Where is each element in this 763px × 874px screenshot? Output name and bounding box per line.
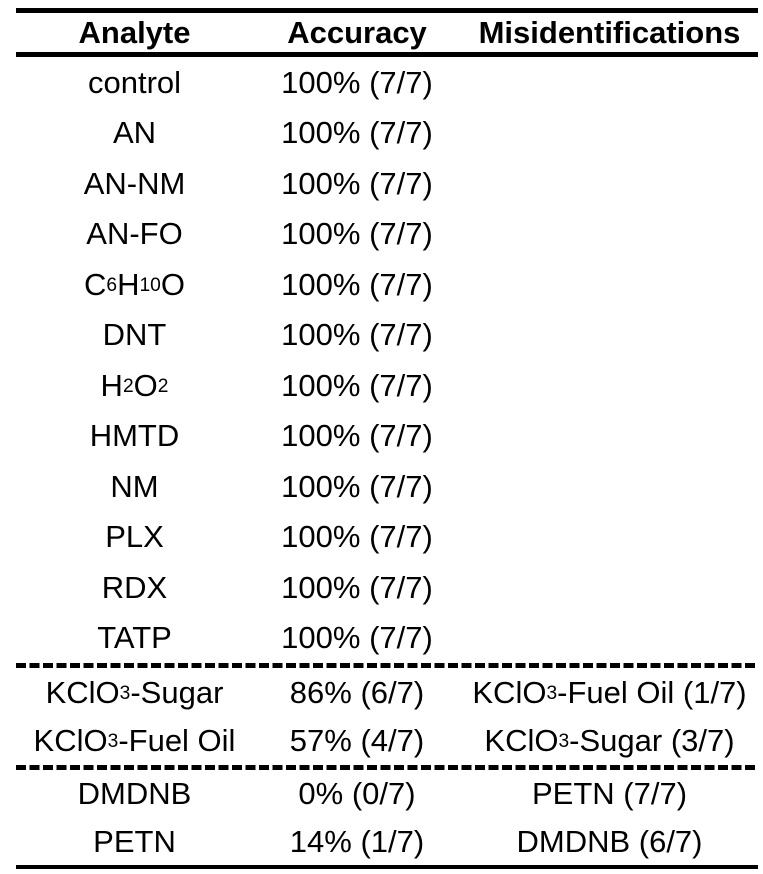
analyte-cell: NM xyxy=(110,468,159,504)
analyte-cell: KClO 3 -Sugar xyxy=(45,674,224,710)
misidentifications-cell xyxy=(461,259,758,310)
table-row: DNT 100% (7/7) xyxy=(16,310,758,361)
misidentifications-cell xyxy=(461,360,758,411)
table-row: PETN 14% (1/7) DMDNB (6/7) xyxy=(16,818,758,866)
table-group-taggants: DMDNB 0% (0/7) PETN (7/7) PETN 14% (1/7)… xyxy=(16,770,758,865)
misidentifications-cell xyxy=(461,512,758,563)
results-table: Analyte Accuracy Misidentifications cont… xyxy=(16,8,758,869)
misidentifications-cell xyxy=(461,209,758,260)
table-row: TATP 100% (7/7) xyxy=(16,613,758,664)
dashed-separator-rule xyxy=(16,663,758,668)
accuracy-cell: 100% (7/7) xyxy=(281,569,433,605)
accuracy-cell: 100% (7/7) xyxy=(281,317,433,353)
table-row: AN-NM 100% (7/7) xyxy=(16,158,758,209)
table-row: DMDNB 0% (0/7) PETN (7/7) xyxy=(16,770,758,818)
misidentifications-cell xyxy=(461,108,758,159)
table-row: AN 100% (7/7) xyxy=(16,108,758,159)
header-separator-rule xyxy=(16,52,758,57)
analyte-cell: PETN xyxy=(93,823,176,859)
table-group-fully-identified: control 100% (7/7) AN 100% (7/7) AN-NM 1… xyxy=(16,57,758,663)
table-row: HMTD 100% (7/7) xyxy=(16,411,758,462)
table-row: C 6 H 10 O 100% (7/7) xyxy=(16,259,758,310)
accuracy-cell: 100% (7/7) xyxy=(281,418,433,454)
analyte-cell: HMTD xyxy=(89,418,180,454)
accuracy-cell: 100% (7/7) xyxy=(281,266,433,302)
analyte-cell: DMDNB xyxy=(77,776,192,812)
accuracy-cell: 100% (7/7) xyxy=(281,468,433,504)
column-header-analyte: Analyte xyxy=(78,15,191,50)
analyte-cell: AN-FO xyxy=(86,216,183,252)
table-row: KClO 3 -Fuel Oil 57% (4/7) KClO 3 -Sugar (3/… xyxy=(16,717,758,766)
analyte-cell: DNT xyxy=(102,317,167,353)
accuracy-cell: 100% (7/7) xyxy=(281,115,433,151)
analyte-cell: KClO 3 -Fuel Oil xyxy=(33,723,236,759)
accuracy-cell: 86% (6/7) xyxy=(289,674,425,710)
misidentifications-cell: KClO 3 -Fuel Oil (1/7) xyxy=(472,674,747,710)
accuracy-cell: 100% (7/7) xyxy=(281,165,433,201)
table-row: NM 100% (7/7) xyxy=(16,461,758,512)
table-row: AN-FO 100% (7/7) xyxy=(16,209,758,260)
table-row: control 100% (7/7) xyxy=(16,57,758,108)
accuracy-cell: 100% (7/7) xyxy=(281,367,433,403)
misidentifications-cell: KClO 3 -Sugar (3/7) xyxy=(484,723,735,759)
misidentifications-cell xyxy=(461,461,758,512)
table-bottom-rule xyxy=(16,865,758,869)
analyte-cell: TATP xyxy=(97,620,172,656)
misidentifications-cell xyxy=(461,158,758,209)
accuracy-cell: 100% (7/7) xyxy=(281,64,433,100)
column-header-misidentifications: Misidentifications xyxy=(478,15,741,50)
accuracy-cell: 0% (0/7) xyxy=(298,776,416,812)
analyte-cell: AN-NM xyxy=(83,165,186,201)
analyte-cell: control xyxy=(87,64,182,100)
table-row: RDX 100% (7/7) xyxy=(16,562,758,613)
table-group-chlorate: KClO 3 -Sugar 86% (6/7) KClO 3 -Fuel Oil (1/… xyxy=(16,668,758,765)
accuracy-cell: 100% (7/7) xyxy=(281,519,433,555)
table-row: KClO 3 -Sugar 86% (6/7) KClO 3 -Fuel Oil (1/… xyxy=(16,668,758,717)
misidentifications-cell xyxy=(461,310,758,361)
accuracy-cell: 57% (4/7) xyxy=(289,723,425,759)
accuracy-cell: 100% (7/7) xyxy=(281,216,433,252)
misidentifications-cell xyxy=(461,613,758,664)
misidentifications-cell: DMDNB (6/7) xyxy=(516,823,703,859)
misidentifications-cell xyxy=(461,562,758,613)
analyte-cell: PLX xyxy=(105,519,164,555)
misidentifications-cell xyxy=(461,411,758,462)
table-row: PLX 100% (7/7) xyxy=(16,512,758,563)
analyte-cell: AN xyxy=(112,115,157,151)
analyte-cell: RDX xyxy=(101,569,168,605)
accuracy-cell: 100% (7/7) xyxy=(281,620,433,656)
column-header-accuracy: Accuracy xyxy=(287,15,427,50)
accuracy-cell: 14% (1/7) xyxy=(289,823,425,859)
analyte-cell: C 6 H 10 O xyxy=(84,266,185,302)
dashed-separator-rule xyxy=(16,765,758,770)
table-top-rule xyxy=(16,8,758,13)
misidentifications-cell: PETN (7/7) xyxy=(531,776,688,812)
table-header-row: Analyte Accuracy Misidentifications xyxy=(16,13,758,52)
misidentifications-cell xyxy=(461,57,758,108)
